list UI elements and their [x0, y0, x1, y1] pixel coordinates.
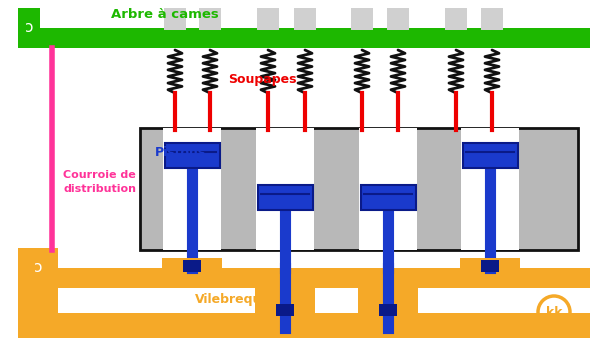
- Text: Vilebrequin: Vilebrequin: [195, 293, 275, 307]
- Bar: [481, 8, 503, 30]
- Text: Pistons: Pistons: [155, 145, 206, 159]
- Bar: [257, 8, 279, 30]
- Text: Soupapes: Soupapes: [228, 73, 296, 87]
- Text: Courroie de
distribution: Courroie de distribution: [63, 170, 136, 194]
- Bar: [162, 258, 222, 268]
- Bar: [255, 288, 315, 318]
- Text: Arbre à cames: Arbre à cames: [111, 7, 219, 21]
- Bar: [18, 28, 590, 48]
- Bar: [18, 248, 58, 338]
- Bar: [461, 128, 519, 250]
- Bar: [294, 8, 316, 30]
- Bar: [18, 268, 590, 288]
- Bar: [463, 143, 518, 168]
- Bar: [18, 8, 40, 48]
- Text: ↄ: ↄ: [25, 21, 33, 35]
- Text: kk: kk: [546, 306, 562, 318]
- Bar: [164, 8, 186, 30]
- Bar: [258, 185, 313, 210]
- Bar: [256, 128, 314, 250]
- Text: ↄ: ↄ: [34, 261, 42, 275]
- Bar: [276, 304, 294, 316]
- Bar: [165, 143, 220, 168]
- Bar: [379, 304, 397, 316]
- Bar: [18, 313, 590, 338]
- Bar: [163, 128, 221, 250]
- Bar: [199, 8, 221, 30]
- Bar: [445, 8, 467, 30]
- Bar: [387, 8, 409, 30]
- Bar: [359, 128, 417, 250]
- Bar: [140, 128, 578, 250]
- Bar: [351, 8, 373, 30]
- Bar: [481, 260, 499, 272]
- Bar: [361, 185, 416, 210]
- Bar: [183, 260, 201, 272]
- Bar: [460, 258, 520, 268]
- Bar: [358, 288, 418, 318]
